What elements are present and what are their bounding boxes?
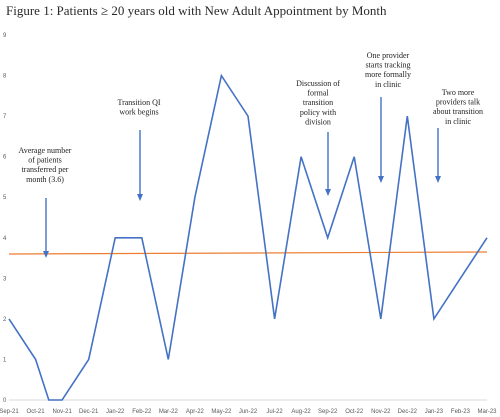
annotation-text: formal — [307, 89, 329, 98]
annotation-text: in clinic — [375, 80, 401, 89]
x-tick-label: Mar-23 — [477, 409, 497, 415]
arrowhead-icon — [137, 194, 143, 201]
y-tick-label: 2 — [3, 317, 7, 323]
arrowhead-icon — [378, 176, 384, 183]
x-tick-label: Nov-21 — [52, 409, 72, 415]
chart-title: Figure 1: Patients ≥ 20 years old with N… — [6, 3, 387, 18]
annotation-text: about transition — [433, 107, 483, 116]
annotation-text: division — [305, 117, 331, 126]
x-tick-label: Nov-22 — [371, 409, 391, 415]
y-tick-label: 7 — [3, 114, 7, 120]
annotation-text: Two more — [442, 88, 475, 97]
annotation-text: transferred per — [22, 165, 69, 174]
annotation-text: transition — [303, 98, 333, 107]
y-tick-label: 4 — [3, 236, 7, 242]
y-tick-label: 1 — [3, 357, 7, 363]
annotation-text: work begins — [119, 108, 158, 117]
y-tick-label: 6 — [3, 155, 7, 161]
annotation-text: of patients — [28, 156, 62, 165]
annotation-text: providers talk — [436, 98, 480, 107]
x-tick-label: May-22 — [211, 409, 232, 415]
y-tick-label: 0 — [3, 398, 7, 404]
y-tick-label: 9 — [3, 33, 7, 39]
x-tick-label: Apr-22 — [186, 409, 205, 415]
annotation-text: Transition QI — [117, 98, 160, 107]
annotation-text: in clinic — [445, 117, 471, 126]
annotation-box — [350, 50, 426, 93]
annotation-box — [7, 145, 83, 188]
x-tick-label: Mar-22 — [159, 409, 179, 415]
annotation-box — [101, 97, 177, 121]
arrowhead-icon — [325, 189, 331, 196]
annotation-text: month (3.6) — [26, 175, 64, 184]
x-tick-label: Aug-22 — [291, 409, 311, 415]
annotation-text: Discussion of — [296, 79, 340, 88]
y-axis-ticks: 0 1 2 3 4 5 6 7 8 9 — [3, 33, 7, 404]
arrowhead-icon — [435, 176, 441, 183]
arrowhead-icon — [43, 251, 49, 258]
y-tick-label: 8 — [3, 74, 7, 80]
annotation-box — [420, 87, 496, 130]
x-tick-label: Dec-22 — [398, 409, 418, 415]
y-tick-label: 5 — [3, 195, 7, 201]
annotation-text: policy with — [300, 108, 336, 117]
x-tick-label: Jul-22 — [266, 409, 283, 415]
y-tick-label: 3 — [3, 276, 7, 282]
annotation-text: Average number — [19, 146, 72, 155]
x-tick-label: Dec-21 — [79, 409, 99, 415]
x-tick-label: Oct-21 — [27, 409, 46, 415]
x-axis-ticks: Sep-21 Oct-21 Nov-21 Dec-21 Jan-22 Feb-22 Mar-… — [0, 409, 497, 415]
x-tick-label: Feb-22 — [132, 409, 152, 415]
x-tick-label: Sep-22 — [318, 409, 338, 415]
average-line — [8, 251, 488, 255]
annotation-box — [280, 78, 356, 130]
x-tick-label: Jan-22 — [106, 409, 125, 415]
x-tick-label: Sep-21 — [0, 409, 19, 415]
annotation-text: more formally — [365, 70, 411, 79]
series-line — [8, 73, 488, 401]
x-tick-label: Feb-23 — [451, 409, 471, 415]
annotation-text: One provider — [367, 51, 410, 60]
x-tick-label: Jan-23 — [425, 409, 444, 415]
x-tick-label: Oct-22 — [345, 409, 364, 415]
x-tick-label: Jun-22 — [239, 409, 258, 415]
annotation-text: starts tracking — [365, 61, 410, 70]
